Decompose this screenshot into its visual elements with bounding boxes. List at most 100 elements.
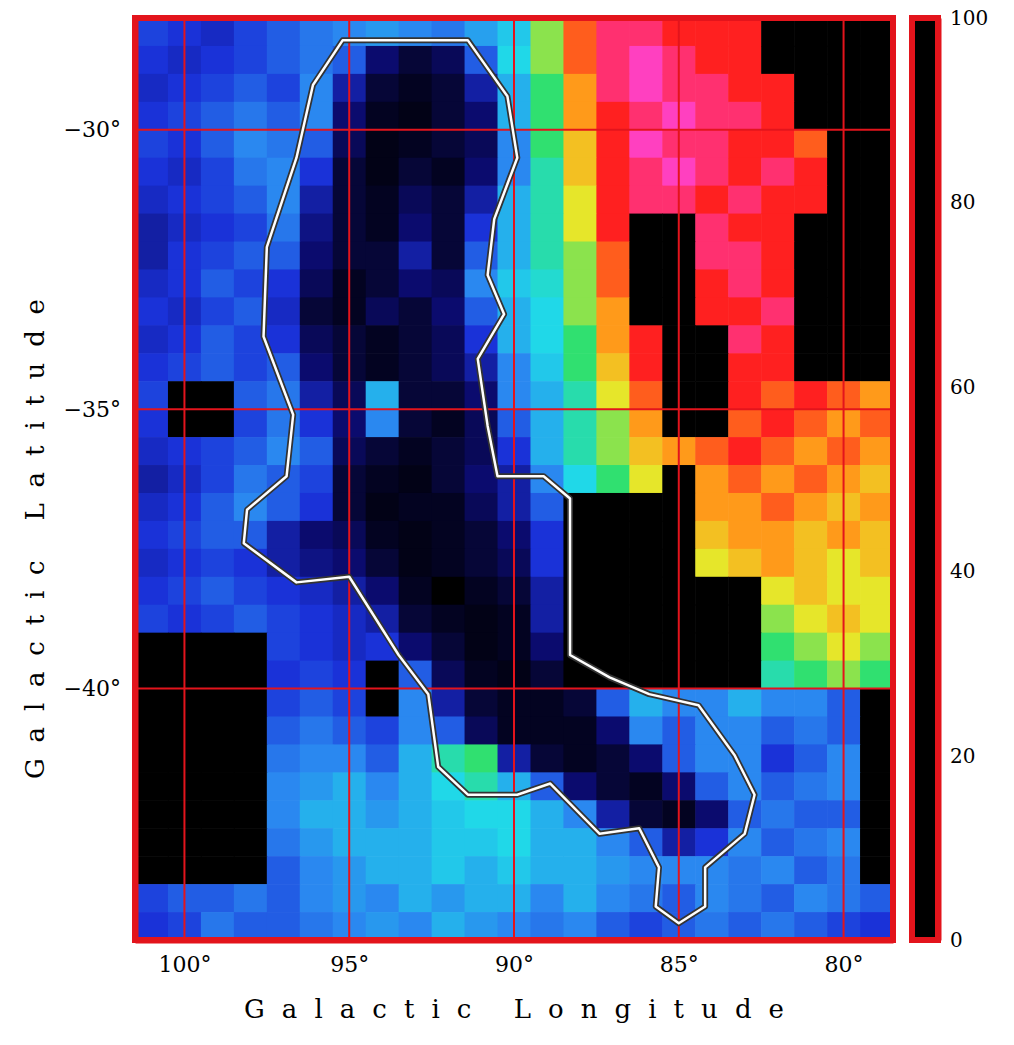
heat-cell xyxy=(794,158,828,187)
heat-cell xyxy=(596,521,630,550)
heat-cell xyxy=(596,493,630,522)
heat-cell xyxy=(432,800,466,829)
heat-cell xyxy=(234,242,268,271)
heat-cell xyxy=(366,493,400,522)
heat-cell xyxy=(860,884,893,913)
heat-cell xyxy=(399,521,433,550)
heat-cell xyxy=(465,158,499,187)
heat-cell xyxy=(761,549,795,578)
heat-cell xyxy=(300,325,334,354)
heat-cell xyxy=(432,353,466,382)
heat-cell xyxy=(596,800,630,829)
heat-cell xyxy=(596,214,630,243)
heat-cell xyxy=(234,549,268,578)
heat-cell xyxy=(596,325,630,354)
heat-cell xyxy=(563,242,597,271)
colorbar-box xyxy=(912,18,938,940)
heat-cell xyxy=(596,465,630,494)
heat-cell xyxy=(563,269,597,298)
heat-cell xyxy=(201,493,235,522)
heat-cell xyxy=(366,325,400,354)
heat-cell xyxy=(629,130,663,159)
x-axis: 100°95°90°85°80° xyxy=(136,940,894,977)
heat-cell xyxy=(465,661,499,690)
heat-cell xyxy=(695,549,729,578)
heat-cell xyxy=(267,856,301,885)
heat-cell xyxy=(366,269,400,298)
heat-cell xyxy=(794,716,828,745)
heat-cell xyxy=(728,577,762,606)
heat-cell xyxy=(432,661,466,690)
heat-cell xyxy=(300,633,334,662)
heat-cell xyxy=(596,242,630,271)
heat-cell xyxy=(366,912,400,940)
heat-cell xyxy=(629,46,663,75)
x-axis-line xyxy=(136,938,894,944)
heat-cell xyxy=(695,661,729,690)
heat-cell xyxy=(234,744,268,773)
colorbar-tick: 0 xyxy=(938,928,963,952)
heat-cell xyxy=(860,186,893,215)
heat-cell xyxy=(234,214,268,243)
heat-cell xyxy=(695,744,729,773)
heat-cell xyxy=(629,353,663,382)
heat-cell xyxy=(794,18,828,47)
heat-cell xyxy=(530,74,564,103)
heat-cell xyxy=(695,409,729,438)
heat-cell xyxy=(267,493,301,522)
heat-cell xyxy=(728,158,762,187)
x-tick-label: 95° xyxy=(330,952,369,977)
heat-cell xyxy=(366,214,400,243)
heat-cell xyxy=(399,74,433,103)
heat-cell xyxy=(629,465,663,494)
y-tick: −30° xyxy=(64,117,135,142)
heat-cell xyxy=(201,186,235,215)
heat-cell xyxy=(695,242,729,271)
colorbar-tick-label: 100 xyxy=(950,6,988,30)
grid-line-x xyxy=(348,18,350,940)
heat-cell xyxy=(860,46,893,75)
heat-cell xyxy=(399,214,433,243)
heat-cell xyxy=(135,18,169,47)
heat-cell xyxy=(761,465,795,494)
heat-cell xyxy=(432,493,466,522)
heat-cell xyxy=(399,242,433,271)
heat-cell xyxy=(761,577,795,606)
heat-cell xyxy=(267,828,301,857)
heat-cell xyxy=(530,828,564,857)
heat-cell xyxy=(761,353,795,382)
heat-cell xyxy=(267,744,301,773)
heat-cell xyxy=(201,800,235,829)
heat-cell xyxy=(860,633,893,662)
heat-cell xyxy=(563,353,597,382)
heat-cell xyxy=(860,381,893,410)
heat-cell xyxy=(794,605,828,634)
heat-cell xyxy=(563,186,597,215)
heat-cell xyxy=(366,549,400,578)
heat-cell xyxy=(596,605,630,634)
heat-cell xyxy=(596,46,630,75)
heat-cell xyxy=(530,325,564,354)
heat-cell xyxy=(530,186,564,215)
heat-cell xyxy=(201,716,235,745)
heat-cell xyxy=(629,74,663,103)
heat-cell xyxy=(300,186,334,215)
heat-cell xyxy=(530,269,564,298)
heat-cell xyxy=(399,46,433,75)
heat-cell xyxy=(794,744,828,773)
heat-cell xyxy=(794,521,828,550)
heat-cell xyxy=(399,353,433,382)
heat-cell xyxy=(465,912,499,940)
heat-cell xyxy=(399,577,433,606)
y-tick: −40° xyxy=(64,676,135,701)
heat-cell xyxy=(728,102,762,131)
heat-cell xyxy=(596,269,630,298)
heat-cell xyxy=(432,325,466,354)
heat-cell xyxy=(629,605,663,634)
heat-cell xyxy=(366,744,400,773)
heat-cell xyxy=(695,269,729,298)
heat-cell xyxy=(728,353,762,382)
heat-cell xyxy=(234,716,268,745)
heat-cell xyxy=(366,577,400,606)
heat-cell xyxy=(860,242,893,271)
